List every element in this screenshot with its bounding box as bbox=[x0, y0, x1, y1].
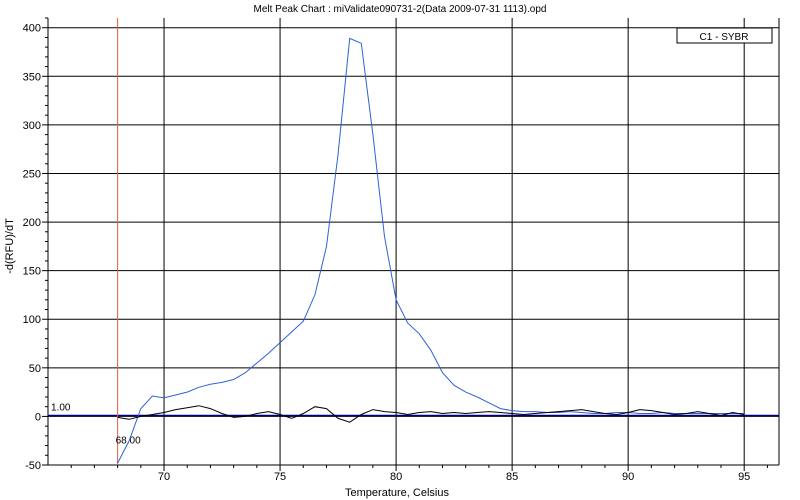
y-tick-label: 400 bbox=[23, 23, 41, 35]
y-tick-label: -50 bbox=[25, 460, 41, 472]
series-line-1 bbox=[117, 37, 745, 464]
legend: C1 - SYBR bbox=[676, 27, 773, 44]
x-tick-label: 70 bbox=[158, 471, 170, 483]
temperature-marker-label: 68.00 bbox=[116, 436, 141, 447]
y-tick-label: 300 bbox=[23, 120, 41, 132]
y-tick-label: 250 bbox=[23, 168, 41, 180]
x-tick-label: 85 bbox=[506, 471, 518, 483]
chart-title: Melt Peak Chart : miValidate090731-2(Dat… bbox=[254, 4, 547, 15]
x-tick-label: 95 bbox=[738, 471, 750, 483]
y-tick-label: 100 bbox=[23, 314, 41, 326]
x-tick-label: 90 bbox=[622, 471, 634, 483]
grid bbox=[48, 18, 779, 466]
tick-labels: 70 75 80 85 90 95 -50 0 50 100 150 200 250 300 350 400 bbox=[23, 23, 751, 483]
axes bbox=[42, 17, 780, 471]
series-line-2 bbox=[117, 405, 745, 423]
legend-box bbox=[676, 27, 773, 44]
legend-entry: C1 - SYBR bbox=[700, 32, 749, 43]
y-tick-label: 200 bbox=[23, 217, 41, 229]
series bbox=[117, 37, 745, 464]
threshold-label: 1.00 bbox=[51, 402, 71, 413]
y-tick-label: 350 bbox=[23, 71, 41, 83]
y-tick-label: 50 bbox=[29, 363, 41, 375]
y-tick-label: 150 bbox=[23, 266, 41, 278]
x-tick-label: 80 bbox=[390, 471, 402, 483]
x-axis-label: Temperature, Celsius bbox=[345, 487, 449, 499]
markers: 1.00 68.00 bbox=[48, 18, 779, 465]
y-tick-label: 0 bbox=[35, 411, 41, 423]
x-tick-label: 75 bbox=[274, 471, 286, 483]
y-axis-label: -d(RFU)/dT bbox=[4, 218, 16, 274]
